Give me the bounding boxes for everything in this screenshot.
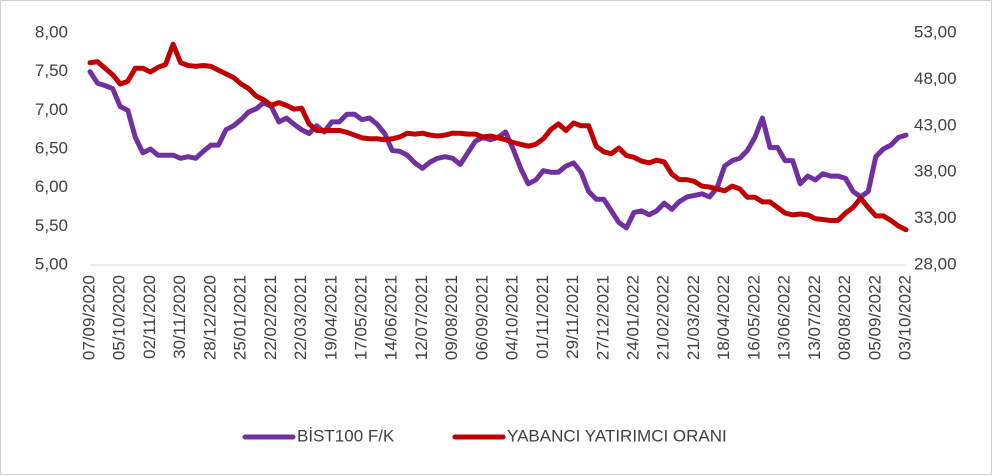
y2-tick-label: 53,00 <box>914 22 957 41</box>
x-tick-label: 30/11/2020 <box>170 275 189 359</box>
x-tick-label: 19/04/2021 <box>321 275 340 360</box>
legend-label: YABANCI YATIRIMCI ORANI <box>507 426 727 445</box>
x-tick-label: 16/05/2022 <box>744 275 763 360</box>
x-tick-label: 18/04/2022 <box>714 275 733 360</box>
x-tick-label: 04/10/2021 <box>503 275 522 360</box>
x-tick-label: 07/09/2020 <box>79 275 98 360</box>
x-tick-label: 17/05/2021 <box>351 275 370 360</box>
x-tick-label: 03/10/2022 <box>895 275 914 360</box>
x-tick-label: 27/12/2021 <box>593 275 612 360</box>
x-tick-label: 06/09/2021 <box>472 275 491 360</box>
x-tick-label: 05/10/2020 <box>110 275 129 360</box>
x-tick-label: 24/01/2022 <box>623 275 642 360</box>
y-tick-label: 7,00 <box>35 100 68 119</box>
x-tick-label: 21/02/2022 <box>654 275 673 360</box>
y2-tick-label: 28,00 <box>914 254 957 273</box>
legend-label: BİST100 F/K <box>297 426 395 445</box>
y2-tick-label: 33,00 <box>914 208 957 227</box>
x-tick-label: 13/07/2022 <box>805 275 824 360</box>
x-tick-label: 02/11/2020 <box>140 275 159 359</box>
series-line <box>87 41 909 233</box>
x-tick-label: 08/08/2022 <box>835 275 854 360</box>
x-tick-label: 28/12/2020 <box>200 275 219 360</box>
x-tick-label: 13/06/2022 <box>775 275 794 360</box>
y-tick-label: 8,00 <box>35 22 68 41</box>
x-tick-label: 22/02/2021 <box>261 275 280 360</box>
y-tick-label: 6,00 <box>35 177 68 196</box>
x-tick-label: 05/09/2022 <box>865 275 884 360</box>
y2-tick-label: 43,00 <box>914 115 957 134</box>
y-tick-label: 5,00 <box>35 254 68 273</box>
x-tick-label: 22/03/2021 <box>291 275 310 360</box>
y2-tick-label: 38,00 <box>914 162 957 181</box>
x-tick-label: 29/11/2021 <box>563 275 582 359</box>
y-tick-label: 7,50 <box>35 61 68 80</box>
x-tick-label: 21/03/2022 <box>684 275 703 360</box>
y-tick-label: 6,50 <box>35 138 68 157</box>
x-tick-label: 12/07/2021 <box>412 275 431 360</box>
x-tick-label: 25/01/2021 <box>231 275 250 360</box>
x-tick-label: 14/06/2021 <box>382 275 401 360</box>
y-tick-label: 5,50 <box>35 216 68 235</box>
x-tick-label: 09/08/2021 <box>442 275 461 360</box>
y2-tick-label: 48,00 <box>914 69 957 88</box>
x-tick-label: 01/11/2021 <box>533 275 552 359</box>
